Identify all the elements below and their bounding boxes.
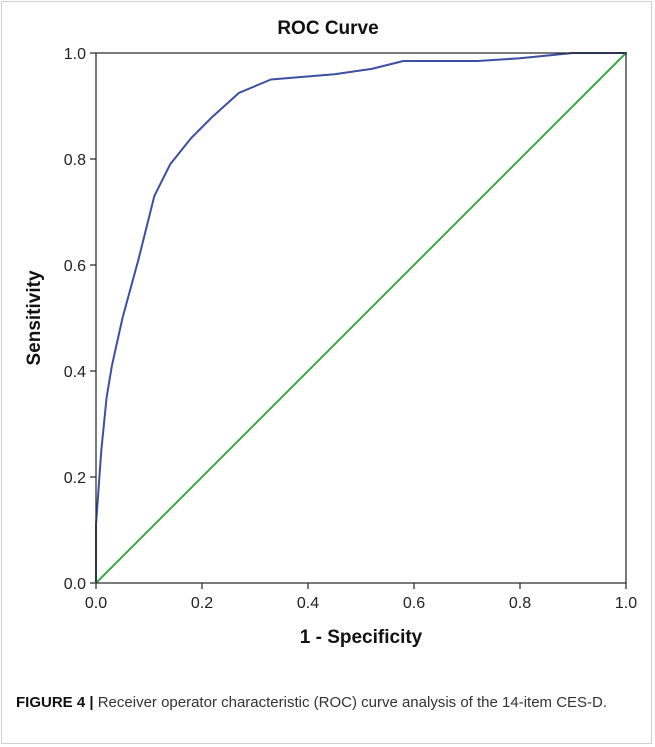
- y-tick-label: 0.2: [64, 470, 86, 487]
- series-layer: [95, 52, 627, 584]
- x-tick-label: 0.2: [191, 595, 213, 612]
- y-tick-label: 0.6: [64, 258, 86, 275]
- x-tick-label: 0.4: [297, 595, 319, 612]
- y-tick-label: 0.4: [64, 364, 86, 381]
- x-tick-label: 0.6: [403, 595, 425, 612]
- y-tick-label: 0.8: [64, 152, 86, 169]
- caption-label: FIGURE 4 |: [16, 694, 94, 711]
- figure-caption: FIGURE 4 | Receiver operator characteris…: [16, 692, 616, 714]
- roc-curve-line: [95, 52, 627, 584]
- reference-diagonal-line: [95, 52, 627, 584]
- x-axis-ticks: 0.0 0.2 0.4 0.6 0.8 1.0: [85, 583, 637, 612]
- plot-area-border: [95, 52, 627, 584]
- caption-text: Receiver operator characteristic (ROC) c…: [93, 694, 608, 711]
- y-axis-label: Sensitivity: [24, 270, 45, 365]
- x-tick-label: 0.8: [509, 595, 531, 612]
- roc-chart: ROC Curve 0.00.20.40.60.81.0 0.0 0.2 0.4 0.…: [24, 18, 637, 648]
- x-tick-label: 1.0: [615, 595, 637, 612]
- chart-title: ROC Curve: [277, 18, 378, 39]
- y-tick-label: 0.0: [64, 576, 86, 593]
- y-axis-ticks: 0.0 0.2 0.4 0.6 0.8 1.0: [64, 46, 96, 593]
- x-tick-label: 0.0: [85, 595, 107, 612]
- x-axis-label: 1 - Specificity: [300, 627, 423, 648]
- y-tick-label: 1.0: [64, 46, 86, 63]
